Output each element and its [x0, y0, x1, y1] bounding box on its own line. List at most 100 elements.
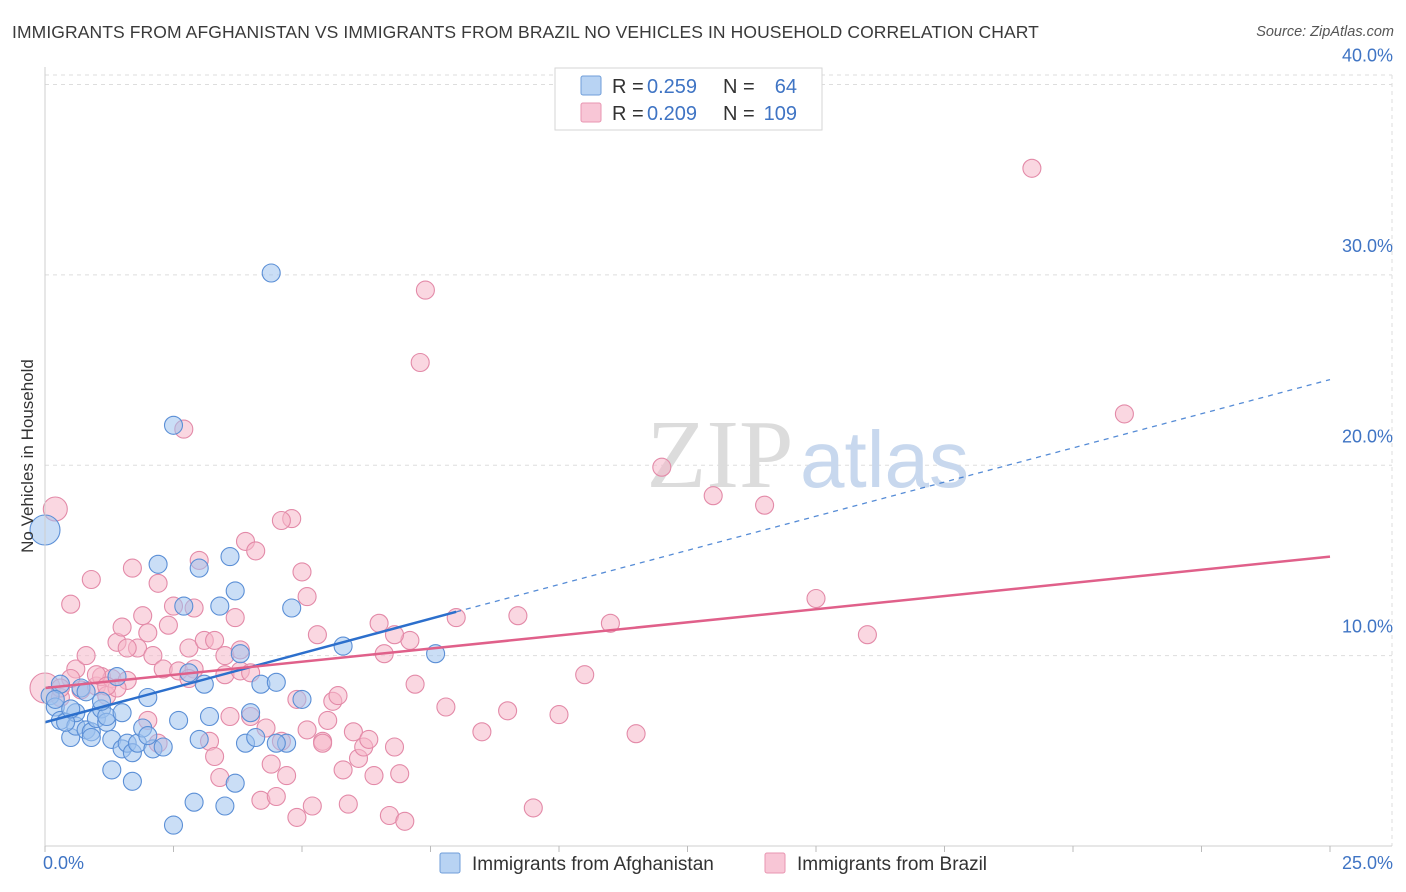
brazil-point [307, 625, 327, 645]
brazil-point [405, 674, 425, 694]
afghanistan-point [163, 415, 184, 435]
afghanistan-r-value: 0.259 [647, 76, 697, 98]
series-legend: Immigrants from Afghanistan Immigrants f… [439, 852, 987, 875]
afghanistan-point [292, 689, 312, 709]
brazil-point [384, 737, 405, 757]
brazil-n-value: 109 [764, 103, 797, 125]
brazil-point [343, 722, 363, 742]
afghanistan-point [225, 581, 245, 601]
afghanistan-point [102, 760, 122, 780]
brazil-point [703, 486, 723, 506]
brazil-point [133, 606, 153, 626]
brazil-point [205, 630, 225, 650]
brazil-point [390, 764, 410, 784]
watermark-atlas: atlas [800, 415, 969, 504]
page-title: IMMIGRANTS FROM AFGHANISTAN VS IMMIGRANT… [12, 22, 1039, 42]
afghanistan-point [153, 737, 173, 757]
afghanistan-point [122, 771, 142, 791]
brazil-point [220, 706, 240, 727]
afghanistan-point [225, 773, 245, 793]
stats-legend: R = 0.259 N = 64 R = 0.209 N = 109 [554, 67, 823, 131]
y-tick-label: 20.0% [1342, 426, 1393, 446]
afghanistan-point [189, 558, 209, 578]
brazil-point [179, 638, 199, 658]
y-axis-title: No Vehicles in Household [18, 359, 37, 553]
brazil-point [205, 746, 225, 767]
trend-layer [44, 378, 1331, 724]
brazil-point [626, 724, 646, 744]
afghanistan-swatch-icon [580, 75, 602, 96]
brazil-point [318, 710, 338, 730]
afghanistan-point [174, 596, 194, 616]
y-tick-label: 10.0% [1342, 617, 1393, 637]
afghanistan-point [184, 792, 204, 812]
afghanistan-point [199, 706, 220, 727]
legend-brazil-icon [764, 852, 786, 874]
brazil-point [359, 729, 379, 749]
brazil-point [857, 625, 877, 645]
brazil-point [549, 705, 569, 725]
afghanistan-r-label: R = [612, 76, 644, 98]
brazil-point [76, 646, 96, 666]
brazil-point [755, 495, 775, 515]
brazil-point [297, 720, 317, 740]
brazil-point [292, 562, 312, 582]
afghanistan-point [230, 644, 250, 664]
brazil-point [313, 733, 333, 753]
brazil-point [333, 760, 353, 780]
brazil-point [287, 807, 307, 827]
brazil-point [410, 352, 430, 373]
x-tick-label-max: 25.0% [1342, 853, 1393, 873]
afghanistan-point [45, 689, 65, 709]
afghanistan-point [148, 554, 168, 574]
brazil-point [225, 608, 245, 628]
afghanistan-point [81, 727, 101, 748]
afghanistan-n-value: 64 [775, 76, 797, 98]
axis-layer: 10.0% 20.0% 30.0% 40.0% 0.0% 25.0% [43, 46, 1393, 873]
brazil-point [122, 558, 142, 578]
brazil-n-label: N = [723, 103, 755, 125]
brazil-point [261, 754, 281, 774]
brazil-point [1114, 404, 1134, 424]
brazil-point [395, 811, 415, 831]
brazil-trend-line [44, 555, 1331, 690]
brazil-point [143, 646, 163, 666]
afghanistan-point [210, 596, 230, 616]
afghanistan-point [282, 598, 302, 618]
afghanistan-point [266, 733, 286, 753]
brazil-point [652, 457, 672, 477]
brazil-point [81, 569, 101, 590]
brazil-point [148, 573, 168, 593]
afghanistan-point [112, 703, 132, 723]
brazil-point [112, 617, 132, 637]
brazil-point [523, 798, 543, 818]
brazil-point [600, 613, 620, 633]
legend-afghanistan-icon [439, 852, 461, 874]
brazil-swatch-icon [580, 102, 602, 123]
afghanistan-point [169, 710, 189, 730]
legend-brazil-label: Immigrants from Brazil [797, 854, 987, 875]
afghanistan-point [261, 263, 281, 283]
brazil-point [415, 280, 435, 300]
afghanistan-point [215, 796, 235, 816]
afghanistan-point [266, 672, 286, 692]
afghanistan-point [163, 815, 184, 835]
brazil-point [277, 766, 297, 786]
legend-afghanistan-label: Immigrants from Afghanistan [472, 854, 714, 875]
y-tick-label: 30.0% [1342, 236, 1393, 256]
brazil-point [302, 796, 322, 816]
brazil-point [472, 722, 492, 742]
brazil-point [158, 615, 178, 635]
y-tick-label: 40.0% [1342, 46, 1393, 66]
brazil-point [266, 786, 286, 807]
afghanistan-trend-extension [456, 378, 1331, 613]
brazil-point [338, 794, 358, 814]
brazil-point [1022, 158, 1042, 178]
afghanistan-point [220, 547, 240, 567]
source-label: Source: ZipAtlas.com [1256, 24, 1394, 40]
brazil-point [271, 510, 291, 531]
x-tick-label-min: 0.0% [43, 853, 84, 873]
brazil-point [297, 587, 317, 607]
brazil-point [246, 541, 266, 561]
